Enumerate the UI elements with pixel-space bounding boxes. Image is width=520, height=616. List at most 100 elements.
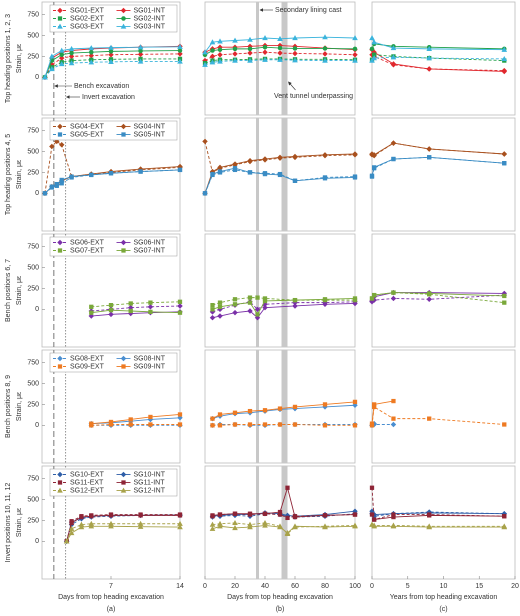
legend-label: SG02-EXT: [70, 15, 105, 22]
data-point: [391, 156, 396, 162]
data-point: [210, 423, 215, 428]
data-point: [262, 49, 268, 55]
data-point: [210, 513, 215, 518]
data-point: [501, 46, 508, 52]
y-tick-label: 250: [27, 517, 39, 524]
data-point: [210, 307, 215, 312]
data-point: [232, 46, 238, 52]
data-point: [217, 512, 223, 517]
annotation: Vent tunnel underpassing: [274, 93, 353, 100]
data-point: [210, 171, 215, 177]
series-line: [204, 45, 356, 53]
legend-label: SG02-INT: [134, 15, 166, 22]
data-point: [202, 191, 208, 196]
data-point: [390, 45, 397, 51]
data-point: [232, 166, 238, 171]
data-point: [254, 314, 261, 321]
data-point: [89, 304, 94, 309]
legend-label: SG03-INT: [134, 23, 166, 30]
data-point: [277, 45, 283, 51]
data-point: [322, 513, 328, 518]
data-point: [352, 151, 358, 157]
data-point: [128, 417, 133, 422]
series-line: [212, 522, 356, 535]
legend-label: SG08-EXT: [70, 355, 105, 362]
data-point: [322, 51, 328, 57]
data-point: [501, 151, 507, 157]
data-point: [371, 39, 377, 45]
data-point: [352, 57, 358, 63]
x-tick-label: 100: [349, 583, 361, 590]
annotation: Bench excavation: [74, 83, 129, 90]
data-point: [108, 419, 114, 425]
data-point: [108, 308, 114, 313]
data-point: [277, 509, 283, 515]
data-point: [108, 303, 114, 308]
data-point: [147, 304, 154, 310]
legend-label: SG12-INT: [134, 487, 166, 494]
legend-marker: [57, 132, 63, 137]
legend-marker: [57, 487, 63, 493]
data-point: [277, 172, 283, 178]
legend-marker: [120, 239, 127, 246]
data-point: [232, 511, 238, 516]
y-axis-label: Bench positions 8, 9: [5, 375, 12, 438]
data-point: [277, 50, 283, 56]
data-point: [247, 300, 253, 305]
data-point: [427, 155, 432, 160]
data-point: [69, 520, 74, 526]
data-point: [262, 522, 268, 528]
data-point: [502, 293, 507, 299]
event-band: [281, 118, 288, 231]
event-band: [281, 466, 288, 579]
data-point: [284, 530, 291, 536]
data-point: [247, 46, 253, 52]
data-point: [262, 422, 268, 427]
data-point: [352, 35, 358, 41]
data-point: [262, 44, 268, 50]
data-point: [108, 52, 114, 58]
data-point: [42, 74, 48, 80]
data-point: [68, 530, 75, 536]
data-point: [292, 514, 298, 520]
data-point: [390, 523, 397, 529]
legend-marker: [57, 480, 63, 485]
legend-box: [49, 468, 178, 497]
data-point: [58, 47, 65, 53]
series-line: [44, 60, 180, 78]
data-point: [68, 45, 75, 52]
x-tick-label: 10: [440, 583, 448, 590]
data-point: [292, 57, 298, 63]
data-point: [148, 300, 153, 305]
legend-marker: [121, 364, 126, 369]
data-point: [148, 422, 153, 427]
data-point: [69, 50, 74, 56]
data-point: [217, 304, 223, 309]
series-line: [44, 58, 180, 78]
event-band: [256, 118, 259, 231]
data-point: [210, 416, 215, 421]
legend-label: SG09-INT: [134, 363, 166, 370]
data-point: [277, 422, 283, 427]
plot-frame: [371, 349, 516, 464]
series-line: [204, 167, 356, 194]
x-tick-label: 0: [203, 583, 207, 590]
x-tick-label: 80: [321, 583, 329, 590]
data-point: [292, 35, 298, 41]
data-point: [292, 422, 298, 427]
data-point: [58, 61, 65, 67]
data-point: [322, 57, 328, 63]
legend-marker: [57, 123, 63, 130]
legend-box: [49, 352, 178, 373]
legend-marker: [57, 355, 63, 362]
data-point: [371, 523, 377, 529]
series-line: [204, 46, 356, 56]
y-tick-label: 250: [27, 53, 39, 60]
data-point: [322, 46, 328, 51]
data-point: [247, 422, 253, 427]
data-point: [352, 52, 358, 58]
data-point: [292, 523, 298, 529]
data-point: [372, 165, 377, 170]
y-tick-label: 0: [35, 74, 39, 81]
event-band: [256, 2, 259, 115]
